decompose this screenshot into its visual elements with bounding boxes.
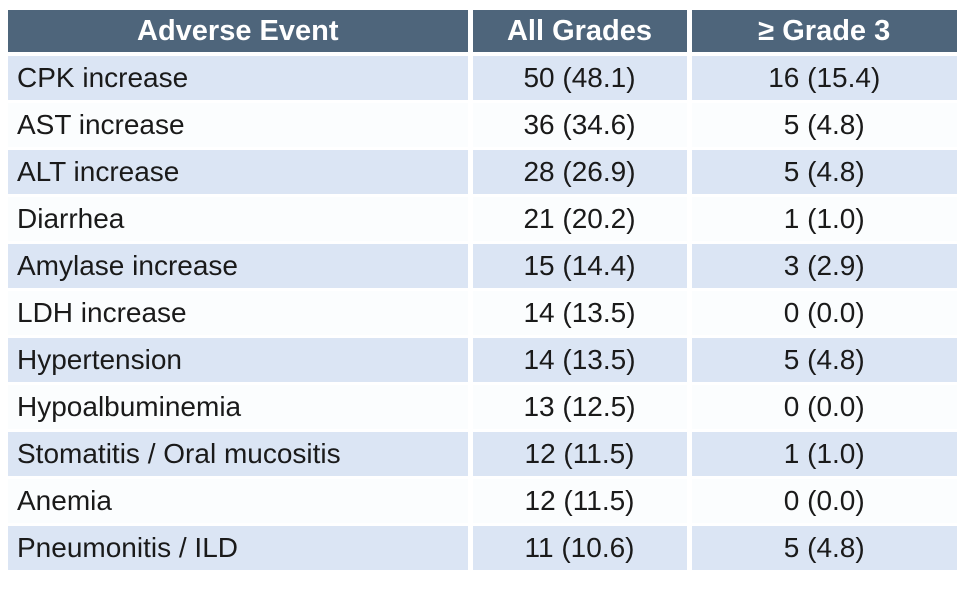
column-header-all-grades: All Grades — [470, 10, 692, 56]
all-grades-cell: 28 (26.9) — [470, 148, 692, 197]
all-grades-cell: 12 (11.5) — [470, 477, 692, 526]
grade3-plus-cell: 5 (4.8) — [689, 148, 957, 197]
all-grades-cell: 14 (13.5) — [470, 289, 692, 338]
grade3-plus-cell: 5 (4.8) — [689, 101, 957, 150]
table-row: LDH increase 14 (13.5) 0 (0.0) — [8, 289, 957, 338]
table-row: Hypertension 14 (13.5) 5 (4.8) — [8, 336, 957, 385]
adverse-event-cell: Hypoalbuminemia — [8, 383, 473, 432]
all-grades-cell: 36 (34.6) — [470, 101, 692, 150]
all-grades-cell: 15 (14.4) — [470, 242, 692, 291]
grade3-plus-cell: 16 (15.4) — [689, 54, 957, 103]
grade3-plus-cell: 1 (1.0) — [689, 430, 957, 479]
grade3-plus-cell: 5 (4.8) — [689, 336, 957, 385]
adverse-events-table: Adverse Event All Grades ≥ Grade 3 CPK i… — [8, 10, 957, 573]
adverse-event-cell: CPK increase — [8, 54, 473, 103]
grade3-plus-cell: 1 (1.0) — [689, 195, 957, 244]
table-row: CPK increase 50 (48.1) 16 (15.4) — [8, 54, 957, 103]
adverse-event-cell: Pneumonitis / ILD — [8, 524, 473, 573]
grade3-plus-cell: 5 (4.8) — [689, 524, 957, 573]
column-header-grade3-plus: ≥ Grade 3 — [689, 10, 957, 56]
table-row: Diarrhea 21 (20.2) 1 (1.0) — [8, 195, 957, 244]
adverse-event-cell: AST increase — [8, 101, 473, 150]
adverse-event-cell: Hypertension — [8, 336, 473, 385]
adverse-event-cell: Diarrhea — [8, 195, 473, 244]
grade3-plus-cell: 3 (2.9) — [689, 242, 957, 291]
all-grades-cell: 21 (20.2) — [470, 195, 692, 244]
all-grades-cell: 11 (10.6) — [470, 524, 692, 573]
table-header: Adverse Event All Grades ≥ Grade 3 — [8, 10, 957, 56]
column-header-adverse-event: Adverse Event — [8, 10, 473, 56]
grade3-plus-cell: 0 (0.0) — [689, 383, 957, 432]
adverse-event-cell: LDH increase — [8, 289, 473, 338]
adverse-event-cell: Amylase increase — [8, 242, 473, 291]
grade3-plus-cell: 0 (0.0) — [689, 477, 957, 526]
table-row: Amylase increase 15 (14.4) 3 (2.9) — [8, 242, 957, 291]
table-row: ALT increase 28 (26.9) 5 (4.8) — [8, 148, 957, 197]
table-row: AST increase 36 (34.6) 5 (4.8) — [8, 101, 957, 150]
table-row: Hypoalbuminemia 13 (12.5) 0 (0.0) — [8, 383, 957, 432]
all-grades-cell: 14 (13.5) — [470, 336, 692, 385]
adverse-event-cell: Stomatitis / Oral mucositis — [8, 430, 473, 479]
table-row: Anemia 12 (11.5) 0 (0.0) — [8, 477, 957, 526]
adverse-event-cell: ALT increase — [8, 148, 473, 197]
grade3-plus-cell: 0 (0.0) — [689, 289, 957, 338]
all-grades-cell: 13 (12.5) — [470, 383, 692, 432]
adverse-event-cell: Anemia — [8, 477, 473, 526]
all-grades-cell: 50 (48.1) — [470, 54, 692, 103]
all-grades-cell: 12 (11.5) — [470, 430, 692, 479]
header-row: Adverse Event All Grades ≥ Grade 3 — [8, 10, 957, 56]
table-row: Stomatitis / Oral mucositis 12 (11.5) 1 (1… — [8, 430, 957, 479]
table-row: Pneumonitis / ILD 11 (10.6) 5 (4.8) — [8, 524, 957, 573]
table-body: CPK increase 50 (48.1) 16 (15.4) AST increa… — [8, 54, 957, 573]
